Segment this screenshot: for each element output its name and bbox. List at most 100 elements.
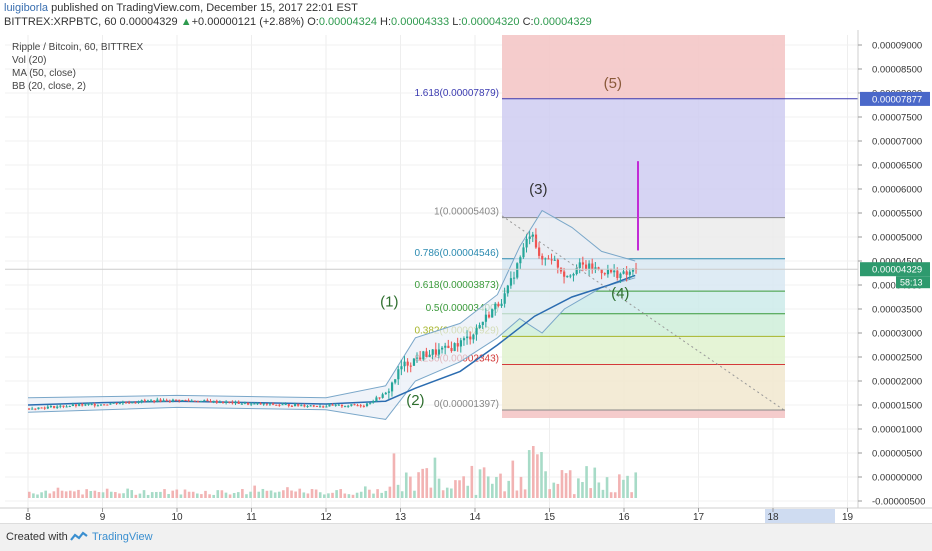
volume-bar (585, 466, 588, 498)
tradingview-link[interactable]: TradingView (92, 531, 153, 543)
open-value: 0.00004324 (318, 16, 377, 28)
price-tick-label: 0.00007500 (872, 113, 922, 124)
price-change: +0.00000121 (+2.88%) (191, 16, 305, 28)
candle-body (178, 399, 181, 402)
low-label: L: (452, 16, 462, 28)
tradingview-logo-icon (70, 531, 88, 541)
time-axis-highlight (765, 509, 835, 523)
volume-bar (200, 494, 203, 498)
candle-body (240, 403, 243, 405)
candle-body (566, 276, 569, 278)
candle-body (118, 403, 121, 405)
candle-body (287, 404, 290, 406)
volume-bar (335, 490, 338, 498)
candle-body (591, 263, 594, 270)
candle-body (225, 401, 228, 403)
volume-bar (351, 494, 355, 498)
candle-body (481, 321, 484, 326)
volume-bar (331, 492, 334, 498)
candle-body (425, 351, 428, 358)
volume-bar (339, 489, 343, 498)
candle-body (415, 357, 419, 359)
volume-bar (441, 490, 445, 498)
volume-bars (28, 446, 638, 498)
price-tick-label: 0.00003000 (872, 329, 922, 340)
price-chart[interactable]: 0(0.00001397)0.236(0.00002343)0.382(0.00… (0, 30, 932, 523)
time-tick-label: 13 (395, 512, 407, 523)
price-tick-label: 0.00003500 (872, 305, 922, 316)
extension-price-label: 0.00007877 (872, 94, 922, 105)
moving-average-line (27, 274, 636, 406)
candle-body (81, 404, 84, 406)
price-tick-label: 0.00001500 (872, 401, 922, 412)
volume-bar (150, 492, 154, 498)
candle-body (112, 402, 115, 404)
wave-label: (3) (529, 181, 547, 198)
time-tick-label: 18 (767, 512, 779, 523)
open-label: O: (307, 16, 319, 28)
candle-body (387, 391, 391, 393)
candle-body (384, 392, 387, 395)
candle-body (594, 267, 597, 270)
volume-bar (93, 490, 97, 498)
candle-body (171, 399, 175, 402)
volume-bar (527, 450, 531, 498)
volume-bar (64, 491, 68, 498)
grid-lines (5, 35, 858, 508)
candle-body (131, 402, 134, 404)
volume-bar (327, 493, 330, 498)
candle-body (534, 234, 538, 248)
candle-body (525, 238, 528, 248)
candle-body (541, 255, 544, 260)
candle-body (290, 405, 294, 407)
candle-body (450, 347, 453, 352)
price-tick-label: 0.00000000 (872, 473, 922, 484)
created-with-label: Created with (6, 531, 68, 543)
author-link[interactable]: luigiborla (4, 2, 49, 14)
legend-ma[interactable]: MA (50, close) (12, 68, 76, 79)
candle-body (90, 404, 93, 406)
legend-volume[interactable]: Vol (20) (12, 55, 47, 66)
volume-bar (60, 490, 64, 498)
candle-body (456, 343, 459, 347)
target-zone (502, 35, 785, 99)
candle-body (65, 406, 68, 408)
legend-bb[interactable]: BB (20, close, 2) (12, 81, 86, 92)
volume-bar (298, 488, 302, 498)
volume-bar (417, 472, 420, 498)
volume-bar (531, 446, 535, 498)
volume-bar (253, 485, 256, 498)
candle-body (99, 404, 103, 406)
volume-bar (73, 491, 76, 498)
fib-zone (502, 336, 785, 365)
volume-bar (81, 494, 84, 498)
candle-body (303, 405, 306, 407)
candle-body (262, 403, 265, 405)
low-value: 0.00004320 (461, 16, 520, 28)
volume-bar (163, 489, 166, 498)
volume-bar (613, 492, 617, 498)
candle-body (143, 400, 146, 402)
candle-body (469, 336, 472, 340)
volume-bar (138, 493, 142, 498)
volume-bar (232, 492, 236, 498)
candle-body (381, 394, 384, 398)
candle-body (569, 275, 572, 277)
volume-bar (433, 457, 437, 498)
candle-body (487, 314, 491, 318)
volume-bar (302, 492, 306, 498)
volume-bar (347, 494, 351, 498)
candle-body (109, 403, 112, 405)
volume-bar (605, 477, 609, 498)
candle-body (356, 405, 359, 407)
volume-bar (491, 483, 494, 498)
candle-body (78, 404, 81, 406)
price-tick-label: 0.00009000 (872, 41, 922, 52)
candle-body (572, 274, 575, 276)
volume-bar (265, 490, 269, 498)
candle-body (531, 234, 534, 237)
volume-bar (249, 491, 252, 498)
fib-level-label: 0(0.00001397) (434, 399, 499, 410)
price-candles (28, 228, 638, 411)
candle-body (53, 406, 56, 408)
